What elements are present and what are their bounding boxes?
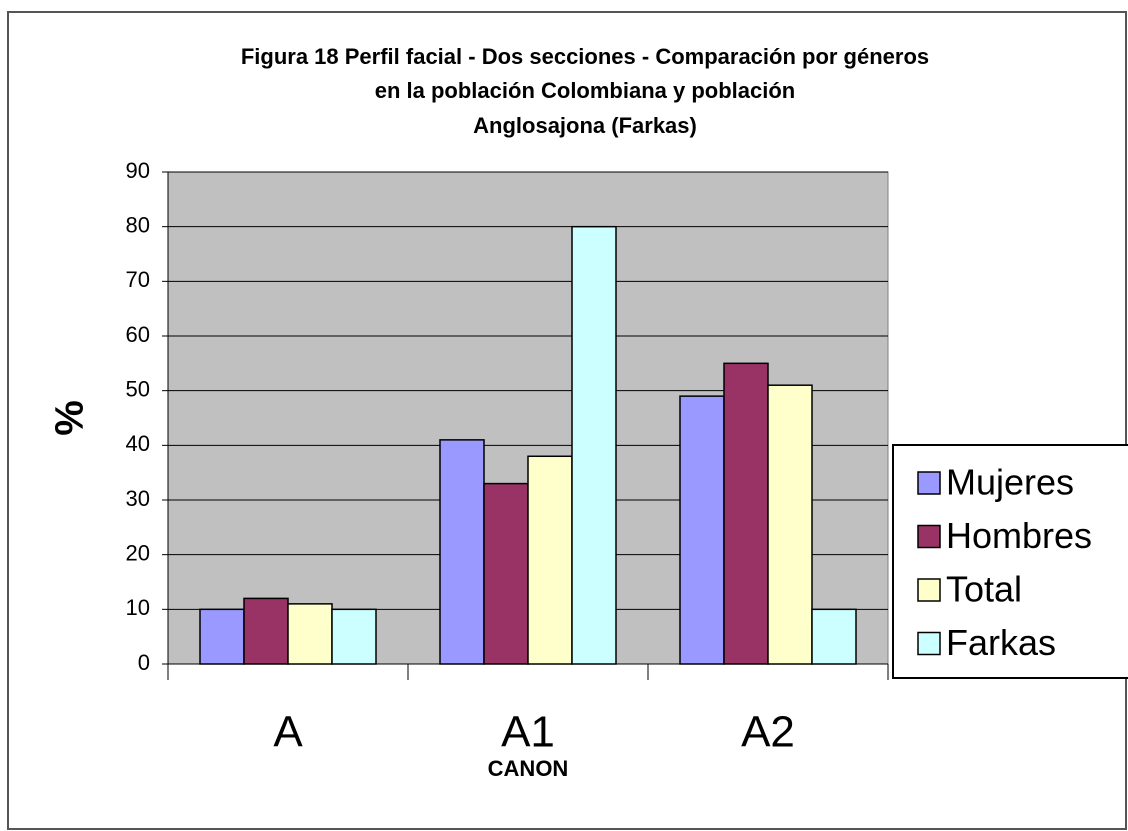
bar (767, 384, 813, 665)
x-tick-label: A1 (501, 708, 555, 757)
y-tick-label: 40 (126, 431, 150, 456)
bar (811, 608, 857, 665)
chart-title: Figura 18 Perfil facial - Dos secciones … (241, 44, 929, 69)
legend-label: Mujeres (946, 462, 1074, 503)
legend-swatch (917, 471, 941, 495)
legend-label: Total (946, 569, 1022, 610)
legend-label: Farkas (946, 622, 1056, 663)
x-axis-label: CANON (488, 756, 569, 781)
bar (723, 362, 769, 665)
chart-title: en la población Colombiana y población (375, 78, 796, 103)
y-axis-label: % (48, 400, 92, 436)
y-tick-label: 0 (138, 650, 150, 675)
bar (243, 597, 289, 665)
bar (527, 455, 573, 665)
bar (571, 225, 617, 665)
legend-label: Hombres (946, 515, 1092, 556)
y-tick-label: 50 (126, 376, 150, 401)
y-tick-label: 80 (126, 212, 150, 237)
chart-title: Anglosajona (Farkas) (473, 113, 697, 138)
bar (439, 439, 485, 665)
bar (331, 608, 377, 665)
y-tick-label: 10 (126, 595, 150, 620)
y-tick-label: 60 (126, 322, 150, 347)
y-tick-label: 70 (126, 267, 150, 292)
bar (483, 482, 529, 665)
bar (199, 608, 245, 665)
legend-swatch (917, 631, 941, 656)
bar (679, 395, 725, 665)
x-tick-label: A (273, 708, 303, 757)
y-tick-label: 20 (126, 540, 150, 565)
legend-swatch (917, 524, 941, 549)
legend-swatch (917, 578, 941, 602)
y-tick-label: 30 (126, 486, 150, 511)
y-tick-label: 90 (126, 158, 150, 183)
bar (287, 603, 333, 665)
x-tick-label: A2 (741, 708, 795, 757)
